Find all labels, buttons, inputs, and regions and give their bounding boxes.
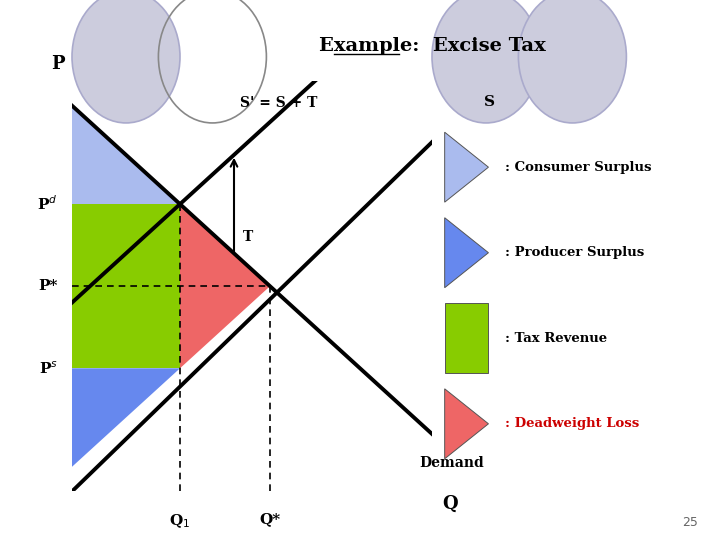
Text: : Producer Surplus: : Producer Surplus	[505, 246, 644, 259]
Text: Example:  Excise Tax: Example: Excise Tax	[319, 37, 545, 55]
Text: T: T	[243, 230, 253, 244]
Text: : Deadweight Loss: : Deadweight Loss	[505, 417, 639, 430]
Text: Demand: Demand	[420, 456, 484, 470]
Text: P$^d$: P$^d$	[37, 195, 58, 213]
Text: P*: P*	[38, 279, 58, 293]
Text: Q: Q	[442, 495, 458, 512]
Polygon shape	[445, 389, 488, 459]
Text: P$^s$: P$^s$	[39, 360, 58, 376]
Text: : Consumer Surplus: : Consumer Surplus	[505, 161, 652, 174]
Polygon shape	[445, 132, 488, 202]
Text: Q$_1$: Q$_1$	[169, 512, 191, 530]
Polygon shape	[445, 218, 488, 288]
Polygon shape	[72, 368, 180, 467]
Text: Q*: Q*	[259, 512, 281, 526]
Polygon shape	[180, 204, 270, 368]
Text: S: S	[484, 94, 495, 109]
Polygon shape	[72, 204, 180, 368]
Text: P: P	[51, 55, 64, 73]
Polygon shape	[72, 106, 180, 204]
Text: 25: 25	[683, 516, 698, 529]
Text: : Tax Revenue: : Tax Revenue	[505, 332, 607, 345]
Bar	[445, 303, 488, 373]
Text: S' = S + T: S' = S + T	[240, 96, 318, 110]
